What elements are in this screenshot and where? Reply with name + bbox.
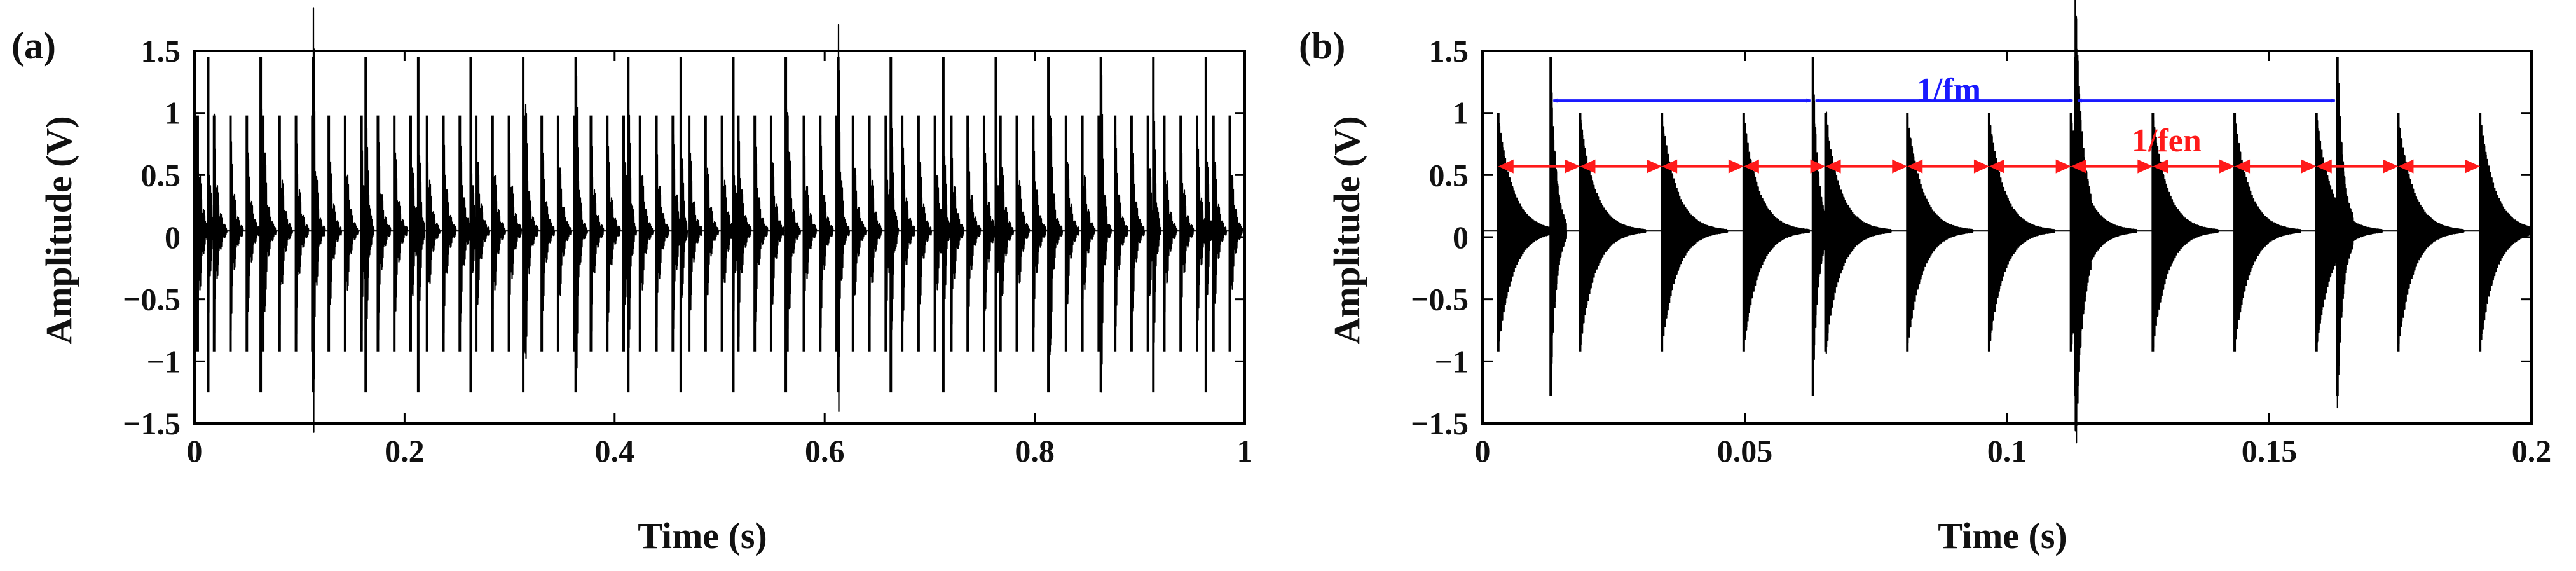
fen-arrowhead-left [1580, 159, 1596, 174]
panel-b: (b) Amplitude (V) Time (s) 0 0.05 0.1 0.15 0… [1299, 0, 2551, 556]
panel-b-y-tick-label: −0.5 [1411, 282, 1469, 317]
fen-arrowhead-right [2219, 159, 2235, 174]
panel-a-label: (a) [11, 25, 56, 67]
fen-arrowhead-right [1565, 159, 1580, 174]
fen-arrowhead-left [2153, 159, 2168, 174]
fen-arrowhead-right [2137, 159, 2153, 174]
annotation-1-fm: 1/fm [1917, 72, 1981, 108]
panel-b-y-tick-label: 0.5 [1429, 157, 1469, 193]
panel-a-y-tick-label: −1 [147, 343, 181, 379]
panel-a: (a) Amplitude (V) Time (s) 0 0.2 0.4 0.6 0.8… [11, 7, 1253, 556]
fen-arrowhead-right [2465, 159, 2481, 174]
panel-b-y-tick-label: 1 [1453, 95, 1469, 131]
panel-a-x-tick-label: 0 [187, 433, 203, 469]
panel-a-x-tick-label: 1 [1237, 433, 1253, 469]
panel-a-x-tick-label: 0.4 [595, 433, 635, 469]
fen-arrowhead-right [1810, 159, 1826, 174]
panel-a-y-tick-label: 1 [165, 95, 181, 131]
panel-a-ylabel: Amplitude (V) [38, 116, 79, 344]
fen-arrowhead-left [2316, 159, 2332, 174]
fen-arrowhead-left [2235, 159, 2251, 174]
fen-arrowhead-left [1498, 159, 1514, 174]
panel-a-x-tick-label: 0.6 [805, 433, 845, 469]
fen-arrowhead-right [2055, 159, 2071, 174]
panel-a-x-tick-label: 0.8 [1015, 433, 1055, 469]
panel-b-plot: 0 0.05 0.1 0.15 0.2 1.5 1 0.5 0 −0.5 −1 −1.5 [1411, 0, 2551, 469]
panel-a-frame [193, 50, 1246, 425]
panel-a-y-tick-label: 0.5 [141, 157, 181, 193]
fen-arrowhead-left [1662, 159, 1678, 174]
panel-b-frame [1481, 50, 2533, 425]
fen-arrowhead-right [2301, 159, 2317, 174]
panel-b-x-tick-label: 0 [1475, 433, 1491, 469]
fen-arrowhead-right [1892, 159, 1908, 174]
fen-arrowhead-left [2398, 159, 2414, 174]
panel-b-label: (b) [1299, 25, 1345, 67]
fen-arrowhead-right [1973, 159, 1989, 174]
annotation-1-fen: 1/fen [2132, 123, 2202, 159]
panel-b-x-tick-label: 0.05 [1717, 433, 1773, 469]
panel-a-y-tick-label: 0 [165, 219, 181, 255]
panel-a-x-tick-label: 0.2 [385, 433, 425, 469]
panel-a-xlabel: Time (s) [638, 515, 767, 556]
fen-arrowhead-left [1989, 159, 2004, 174]
panel-b-x-tick-label: 0.1 [1987, 433, 2027, 469]
fen-arrowhead-left [1825, 159, 1841, 174]
panel-b-y-tick-label: 1.5 [1429, 33, 1469, 69]
panel-a-plot: 0 0.2 0.4 0.6 0.8 1 1.5 1 0.5 0 −0.5 −1 −1.5 [123, 7, 1253, 469]
fen-arrowhead-left [1907, 159, 1923, 174]
panel-b-y-tick-label: 0 [1453, 219, 1469, 255]
panel-a-y-tick-label: −0.5 [123, 282, 181, 317]
fen-arrowhead-left [1743, 159, 1759, 174]
panel-b-y-tick-label: −1.5 [1411, 406, 1469, 441]
panel-b-xlabel: Time (s) [1938, 515, 2067, 556]
panel-b-y-tick-label: −1 [1435, 343, 1469, 379]
fen-arrowhead-right [1647, 159, 1662, 174]
panel-b-ylabel: Amplitude (V) [1326, 116, 1367, 344]
fen-arrowhead-right [2383, 159, 2399, 174]
panel-a-y-tick-label: 1.5 [141, 33, 181, 69]
panel-b-x-tick-label: 0.2 [2512, 433, 2552, 469]
panel-a-signal-line [194, 7, 1245, 433]
fen-arrowhead-left [2071, 159, 2086, 174]
panel-a-y-tick-label: −1.5 [123, 406, 181, 441]
panel-b-x-tick-label: 0.15 [2242, 433, 2298, 469]
fen-arrowhead-right [1728, 159, 1744, 174]
panel-b-signal-line [1482, 0, 2533, 444]
